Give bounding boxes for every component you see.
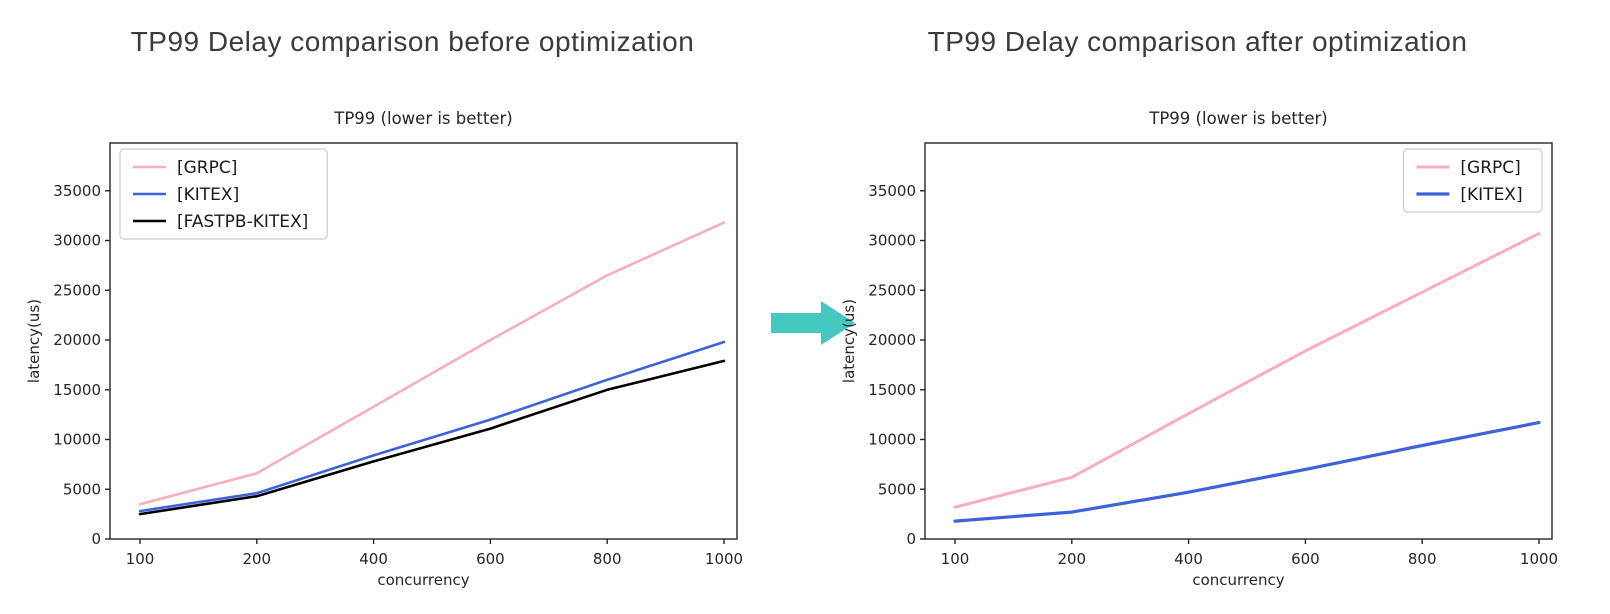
y-tick-label: 35000 (53, 182, 101, 200)
header-before-optimization: TP99 Delay comparison before optimizatio… (130, 26, 695, 57)
y-tick-label: 5000 (63, 480, 101, 498)
plot-area (109, 142, 738, 540)
x-tick-label: 100 (126, 550, 155, 568)
y-tick-label: 10000 (868, 431, 916, 449)
y-tick-label: 20000 (53, 331, 101, 349)
x-axis-label: concurrency (377, 571, 469, 588)
x-tick-label: 200 (242, 550, 271, 568)
x-tick-label: 600 (1291, 550, 1320, 568)
legend: [GRPC] [KITEX] (1402, 148, 1543, 213)
x-tick-label: 800 (1408, 550, 1437, 568)
legend-label: [KITEX] (177, 185, 239, 205)
y-tick-label: 10000 (53, 431, 101, 449)
series-line-fastpb-kitex (138, 359, 726, 516)
y-tick-label: 25000 (868, 281, 916, 299)
y-tick-label: 5000 (878, 480, 916, 498)
legend-box (119, 148, 328, 240)
y-axis-label: latency(us) (840, 299, 858, 383)
x-tick-label: 200 (1057, 550, 1086, 568)
x-tick-label: 1000 (705, 550, 743, 568)
x-tick-label: 100 (941, 550, 970, 568)
x-tick-label: 1000 (1520, 550, 1558, 568)
y-tick-label: 0 (906, 530, 916, 548)
legend-label: [KITEX] (1460, 185, 1522, 205)
x-tick-label: 400 (1174, 550, 1203, 568)
y-tick-label: 25000 (53, 281, 101, 299)
transform-arrow-svg (771, 301, 855, 345)
chart-after-optimization: TP99 (lower is better) 0 5000 10000 15000 200… (830, 88, 1575, 589)
series-line-grpc (953, 232, 1541, 509)
series-line-grpc (138, 221, 726, 506)
chart-title: TP99 (lower is better) (1148, 109, 1327, 128)
plot-area (924, 142, 1553, 540)
x-tick-label: 400 (359, 550, 388, 568)
x-axis-label: concurrency (1192, 571, 1284, 588)
y-tick-label: 15000 (868, 381, 916, 399)
y-tick-label: 30000 (53, 232, 101, 250)
x-tick-label: 800 (593, 550, 622, 568)
legend-box (1402, 148, 1543, 213)
legend: [GRPC] [KITEX] [FASTPB-KITEX] (119, 148, 328, 240)
y-tick-label: 35000 (868, 182, 916, 200)
transform-arrow-icon (763, 294, 859, 352)
y-tick-label: 0 (91, 530, 101, 548)
series-line-kitex (138, 340, 726, 513)
header-after-optimization: TP99 Delay comparison after optimization (927, 26, 1468, 57)
legend-label: [GRPC] (1460, 158, 1520, 178)
y-tick-label: 30000 (868, 232, 916, 250)
y-axis-label: latency(us) (25, 299, 43, 383)
series-line-kitex (953, 421, 1541, 523)
y-tick-label: 20000 (868, 331, 916, 349)
y-tick-label: 15000 (53, 381, 101, 399)
legend-label: [FASTPB-KITEX] (177, 212, 308, 232)
legend-label: [GRPC] (177, 158, 237, 178)
after-chart-svg: TP99 (lower is better) 0 5000 10000 15000 200… (840, 109, 1558, 589)
chart-title: TP99 (lower is better) (333, 109, 512, 128)
chart-before-optimization: TP99 (lower is better) 0 5000 10000 15000 200… (15, 88, 760, 589)
before-chart-svg: TP99 (lower is better) 0 5000 10000 15000 200… (25, 109, 743, 589)
x-tick-label: 600 (476, 550, 505, 568)
